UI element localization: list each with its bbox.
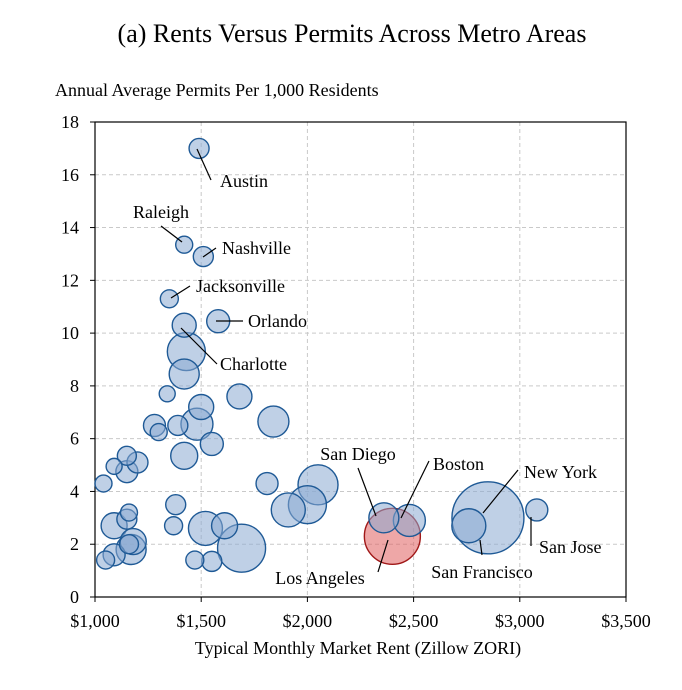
y-tick-label: 14 <box>61 218 79 238</box>
y-tick-label: 6 <box>70 429 79 449</box>
y-axis-label: Annual Average Permits Per 1,000 Residen… <box>55 80 379 100</box>
label-new-york: New York <box>524 462 597 482</box>
bubble <box>171 312 197 338</box>
x-tick-label: $3,500 <box>601 611 651 631</box>
bubble-san-diego <box>368 502 400 534</box>
bubble <box>116 445 138 467</box>
bubble <box>163 516 184 536</box>
bubble <box>168 358 200 390</box>
y-tick-label: 16 <box>61 165 79 185</box>
leader-new-york <box>482 469 519 514</box>
leader-boston <box>400 460 430 519</box>
y-tick-label: 10 <box>61 323 79 343</box>
label-jacksonville: Jacksonville <box>196 276 285 296</box>
label-austin: Austin <box>220 171 268 191</box>
bubble <box>94 474 113 493</box>
y-tick-label: 0 <box>70 587 79 607</box>
bubbles <box>94 137 549 573</box>
bubble <box>199 431 225 457</box>
leader-charlotte <box>180 327 218 365</box>
bubble <box>201 550 223 573</box>
leader-jacksonville <box>170 285 191 299</box>
x-tick-label: $2,500 <box>389 611 439 631</box>
leader-los-angeles <box>377 539 389 573</box>
label-boston: Boston <box>433 454 484 474</box>
y-tick-label: 4 <box>70 481 79 501</box>
label-san-jose: San Jose <box>539 537 602 557</box>
x-tick-label: $1,000 <box>70 611 120 631</box>
label-san-diego: San Diego <box>320 444 396 464</box>
bubble <box>167 414 189 437</box>
leader-nashville <box>202 247 217 258</box>
leader-lines <box>160 148 532 573</box>
label-nashville: Nashville <box>222 238 291 258</box>
chart-title: (a) Rents Versus Permits Across Metro Ar… <box>118 19 587 48</box>
bubble <box>270 492 306 528</box>
x-tick-label: $2,000 <box>283 611 333 631</box>
bubble <box>165 493 187 516</box>
bubble <box>149 422 168 442</box>
y-tick-label: 18 <box>61 112 79 132</box>
leader-san-diego <box>357 467 377 517</box>
label-charlotte: Charlotte <box>220 354 287 374</box>
x-tick-label: $1,500 <box>176 611 226 631</box>
label-los-angeles: Los Angeles <box>275 568 365 588</box>
bubble <box>210 512 239 540</box>
label-orlando: Orlando <box>248 311 307 331</box>
bubble <box>119 503 139 522</box>
label-san-francisco: San Francisco <box>431 562 532 582</box>
leader-san-francisco <box>479 539 483 556</box>
x-axis-label: Typical Monthly Market Rent (Zillow ZORI… <box>195 638 521 659</box>
plot-frame <box>94 121 627 598</box>
y-tick-label: 8 <box>70 376 79 396</box>
bubble <box>185 550 205 570</box>
bubble <box>158 385 176 403</box>
bubble <box>118 534 140 555</box>
label-raleigh: Raleigh <box>133 202 189 222</box>
bubble <box>187 393 215 421</box>
bubble-san-jose <box>525 498 549 522</box>
bubble <box>105 457 123 476</box>
bubble-jacksonville <box>159 289 180 309</box>
leader-austin <box>196 148 212 181</box>
x-axis-ticks: $1,000 $1,500 $2,000 $2,500 $3,000 $3,500 <box>70 597 651 631</box>
y-axis-ticks: 0 2 4 6 8 10 12 14 16 18 <box>61 112 95 607</box>
bubble-san-francisco <box>451 508 487 544</box>
y-tick-label: 2 <box>70 534 79 554</box>
bubble <box>170 441 199 471</box>
bubble <box>257 405 290 438</box>
point-labels: Austin Raleigh Nashville Jacksonville Orland… <box>133 171 602 588</box>
bubble <box>226 383 253 410</box>
x-tick-label: $3,000 <box>495 611 545 631</box>
leader-raleigh <box>160 225 183 243</box>
bubble <box>95 550 116 570</box>
y-tick-label: 12 <box>61 270 79 290</box>
bubble <box>255 471 279 496</box>
bubble-austin <box>188 137 210 160</box>
